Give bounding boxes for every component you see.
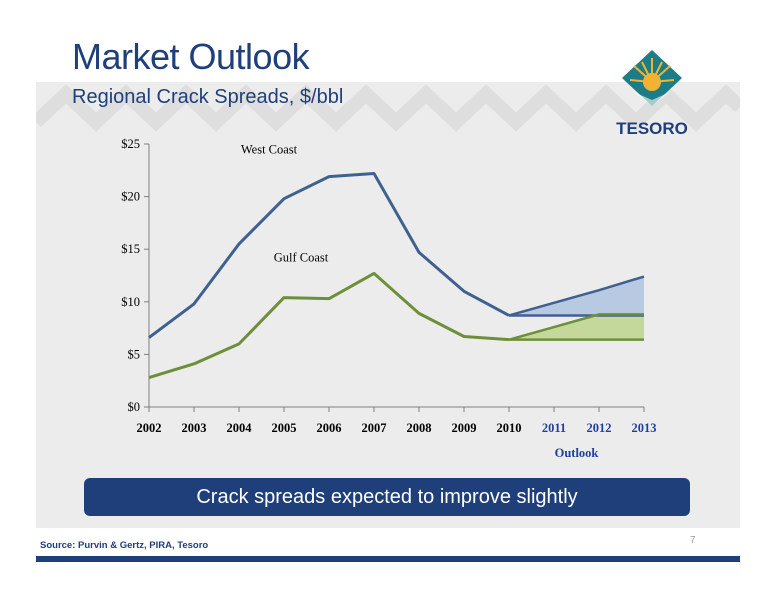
tesoro-logo: TESORO xyxy=(616,50,688,138)
outlook-high-line-1 xyxy=(508,313,644,341)
page-number: 7 xyxy=(690,535,696,546)
chart-labels: West Coast Gulf Coast xyxy=(241,143,329,265)
logo-rays-icon xyxy=(629,58,675,83)
logo-wordmark: TESORO xyxy=(616,119,688,138)
series-label-gulf-coast: Gulf Coast xyxy=(274,250,329,264)
series-line-0 xyxy=(148,171,510,339)
y-tick-label: $5 xyxy=(128,347,141,361)
outlook-band-1 xyxy=(509,314,644,340)
outlook-label: Outlook xyxy=(555,446,599,460)
x-tick-label: 2006 xyxy=(317,421,342,435)
y-tick-label: $10 xyxy=(121,295,140,309)
x-tick-label: 2004 xyxy=(227,421,253,435)
chart-axes: $0 $5 $10 $15 $20 $25 2002 2003 2004 2005 2006 2007… xyxy=(121,137,656,460)
x-tick-label: 2007 xyxy=(362,421,387,435)
source-note: Source: Purvin & Gertz, PIRA, Tesoro xyxy=(40,540,209,551)
chart-lines xyxy=(148,171,645,379)
outlook-high-line-0 xyxy=(508,275,645,317)
x-tick-label: 2013 xyxy=(632,421,657,435)
x-tick-label: 2005 xyxy=(272,421,297,435)
series-label-west-coast: West Coast xyxy=(241,143,298,157)
page-subtitle: Regional Crack Spreads, $/bbl xyxy=(72,86,344,108)
x-tick-label: 2008 xyxy=(407,421,432,435)
outlook-bands xyxy=(509,276,644,340)
y-tick-label: $15 xyxy=(121,242,140,256)
footer-bar xyxy=(36,556,740,562)
x-tick-label: 2002 xyxy=(137,421,162,435)
series-line-1 xyxy=(148,271,510,379)
y-tick-label: $0 xyxy=(128,400,141,414)
x-tick-label: 2003 xyxy=(182,421,207,435)
outlook-band-0 xyxy=(509,276,644,316)
key-message-callout: Crack spreads expected to improve slight… xyxy=(84,478,690,516)
background-chevron-pattern xyxy=(36,84,740,132)
y-tick-label: $25 xyxy=(121,137,140,151)
page-title: Market Outlook xyxy=(72,36,310,77)
crack-spread-chart: $0 $5 $10 $15 $20 $25 2002 2003 2004 2005 2006 2007… xyxy=(121,137,656,460)
x-tick-label: 2011 xyxy=(542,421,566,435)
y-tick-label: $20 xyxy=(121,190,140,204)
x-tick-label: 2012 xyxy=(587,421,612,435)
x-tick-label: 2009 xyxy=(452,421,477,435)
x-tick-label: 2010 xyxy=(497,421,522,435)
